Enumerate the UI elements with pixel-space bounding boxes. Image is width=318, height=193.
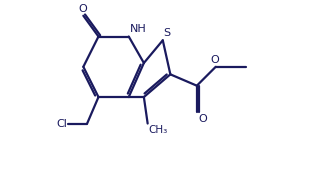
Text: S: S (164, 28, 171, 38)
Text: Cl: Cl (56, 119, 67, 129)
Text: O: O (211, 54, 219, 64)
Text: O: O (78, 4, 87, 14)
Text: NH: NH (130, 24, 146, 34)
Text: CH₃: CH₃ (149, 125, 168, 135)
Text: O: O (199, 114, 207, 124)
